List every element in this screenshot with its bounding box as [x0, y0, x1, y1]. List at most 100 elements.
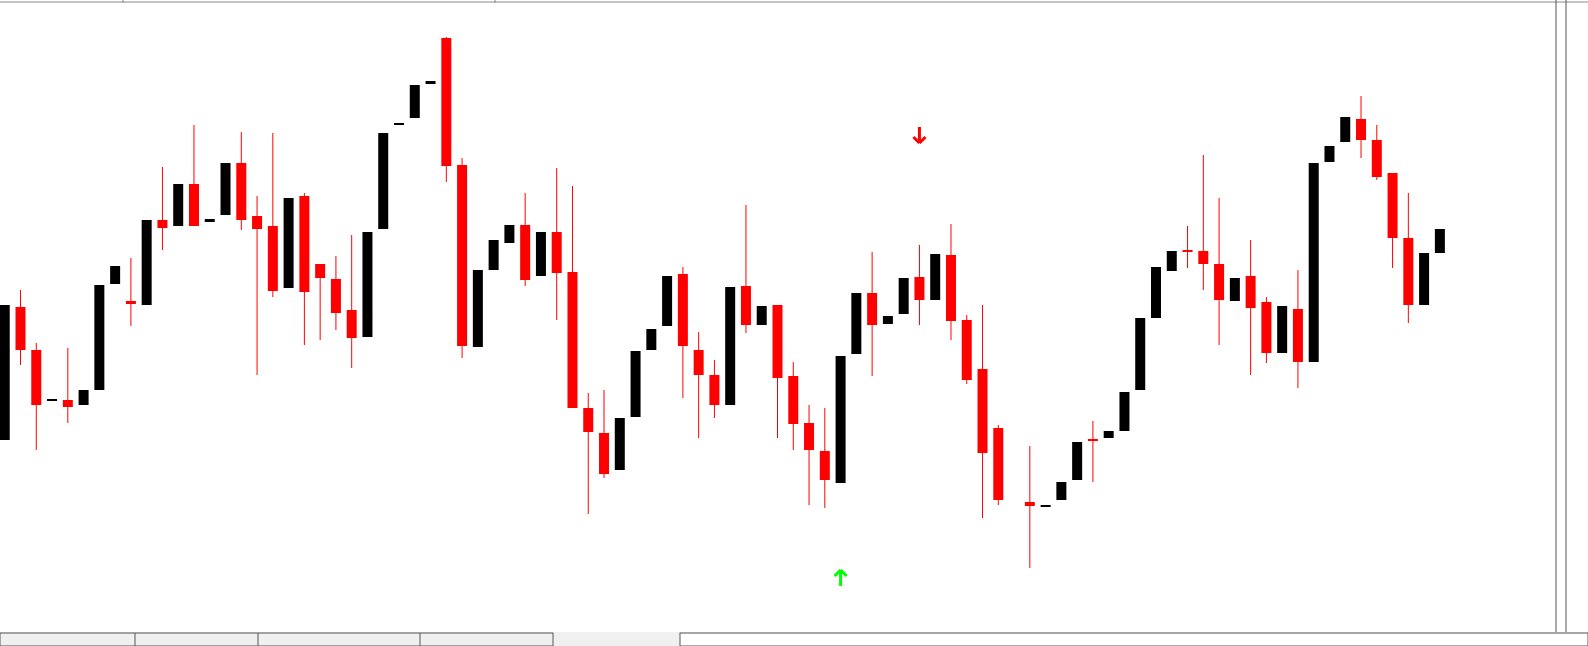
- candle-body: [267, 226, 278, 291]
- candle-body: [772, 305, 783, 378]
- candle-body: [867, 293, 878, 325]
- candle-body: [614, 418, 625, 470]
- candle-body: [330, 279, 341, 313]
- candle-body: [141, 220, 152, 305]
- candle-body: [1119, 392, 1130, 431]
- candle-body: [520, 225, 531, 280]
- candle-body: [409, 85, 420, 118]
- tab[interactable]: [0, 632, 554, 646]
- candle-body: [1324, 146, 1335, 162]
- signal-arrow: [833, 568, 848, 586]
- candle-body: [1040, 505, 1051, 507]
- candle-body: [0, 305, 10, 440]
- candle-body: [1434, 229, 1445, 253]
- candle-body: [1371, 140, 1382, 177]
- candle-body: [1292, 309, 1303, 362]
- candle-body: [1103, 431, 1114, 438]
- candle-body: [220, 163, 231, 215]
- candle-body: [31, 350, 42, 405]
- candle-body: [378, 133, 389, 229]
- candle-body: [567, 272, 578, 408]
- candle-body: [1308, 163, 1319, 362]
- candle-body: [677, 274, 688, 346]
- candle-body: [204, 219, 215, 222]
- candle-body: [425, 81, 436, 84]
- candle-body: [15, 307, 26, 350]
- candle-body: [835, 356, 846, 483]
- candle-body: [1072, 442, 1083, 480]
- candle-body: [756, 306, 767, 325]
- candle-body: [1403, 238, 1414, 305]
- candle-body: [252, 216, 263, 229]
- candle-body: [961, 320, 972, 380]
- candle-body: [94, 285, 105, 390]
- candle-body: [157, 220, 168, 228]
- candle-body: [1387, 173, 1398, 238]
- candle-body: [1166, 251, 1177, 271]
- candle-body: [457, 165, 468, 346]
- candle-body: [47, 399, 58, 401]
- bottom-tabs: [0, 632, 1588, 646]
- candle-body: [599, 433, 610, 474]
- candle-body: [945, 255, 956, 321]
- candle-body: [346, 310, 357, 338]
- candle-body: [1229, 278, 1240, 301]
- candle-body: [1150, 267, 1161, 318]
- candle-body: [1024, 502, 1035, 506]
- candle-body: [693, 350, 704, 375]
- candle-body: [646, 329, 657, 350]
- candle-body: [898, 278, 909, 314]
- candle-body: [315, 264, 326, 278]
- candle-body: [488, 240, 499, 270]
- candle-body: [173, 184, 184, 226]
- candle-body: [662, 276, 673, 326]
- candle-body: [1356, 119, 1367, 140]
- candle-body: [1419, 253, 1430, 305]
- candle-body: [804, 423, 815, 450]
- candle-body: [472, 270, 483, 347]
- candle-body: [930, 254, 941, 300]
- candle-body: [188, 184, 199, 226]
- candle-body: [993, 428, 1004, 500]
- candle-body: [441, 38, 452, 166]
- tab[interactable]: [679, 632, 1588, 646]
- candle-body: [1087, 439, 1098, 441]
- candle-body: [1198, 251, 1209, 264]
- candle-body: [125, 301, 136, 304]
- candle-body: [78, 390, 89, 405]
- candle-body: [583, 408, 594, 432]
- candle-body: [819, 451, 830, 480]
- candle-body: [630, 351, 641, 417]
- candle-body: [110, 266, 121, 284]
- candle-body: [299, 196, 310, 292]
- candle-body: [977, 369, 988, 453]
- candle-body: [551, 232, 562, 273]
- candle-body: [1056, 482, 1067, 500]
- candle-body: [1214, 264, 1225, 300]
- plot-area: [0, 37, 1445, 586]
- candle-body: [725, 287, 736, 405]
- candle-body: [236, 163, 247, 220]
- candle-body: [362, 232, 373, 337]
- candle-body: [1135, 318, 1146, 390]
- candle-body: [1340, 117, 1351, 142]
- candle-body: [1245, 276, 1256, 308]
- candle-body: [788, 376, 799, 424]
- candle-body: [882, 316, 893, 324]
- candle-body: [394, 123, 405, 125]
- candle-body: [504, 225, 515, 243]
- candle-body: [740, 286, 751, 325]
- candle-body: [283, 198, 294, 288]
- candle-body: [62, 400, 73, 407]
- candle-body: [709, 375, 720, 405]
- candle-body: [1182, 250, 1193, 252]
- signal-arrow: [912, 127, 927, 145]
- candle-body: [851, 293, 862, 354]
- candle-body: [914, 277, 925, 300]
- candle-body: [1261, 302, 1272, 353]
- candle-body: [1277, 306, 1288, 353]
- candle-body: [535, 232, 546, 276]
